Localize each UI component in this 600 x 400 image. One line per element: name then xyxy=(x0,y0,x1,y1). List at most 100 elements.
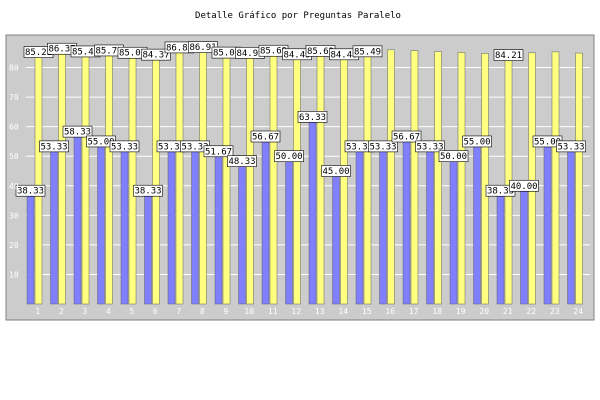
data-label: 56.67 xyxy=(252,133,279,143)
x-tick-label: 8 xyxy=(200,307,205,316)
data-labels: 38.3353.3358.3355.0053.3338.3353.3353.33… xyxy=(15,41,586,197)
bar-series-1 xyxy=(50,146,58,305)
bar-series-2 xyxy=(481,53,489,305)
data-label: 53.33 xyxy=(158,142,185,152)
data-label-box xyxy=(109,140,140,153)
y-tick-label: 60 xyxy=(9,123,19,132)
bar-series-1 xyxy=(261,136,270,305)
bar-series-1 xyxy=(449,155,458,305)
data-label: 53.33 xyxy=(369,142,396,152)
y-tick-label: 70 xyxy=(9,93,19,102)
data-label-box xyxy=(509,179,539,192)
bar-series-1 xyxy=(308,116,317,305)
bar-series-2 xyxy=(269,50,278,305)
data-label: 85.63 xyxy=(307,47,334,57)
x-tick-label: 19 xyxy=(456,307,466,316)
data-label: 55.00 xyxy=(534,137,561,147)
data-label: 85.06 xyxy=(213,49,240,59)
bar-series-2 xyxy=(128,52,137,305)
data-label: 53.33 xyxy=(557,142,584,152)
bar-series-1 xyxy=(120,146,129,305)
data-label-box xyxy=(493,49,524,61)
y-tick-label: 40 xyxy=(9,182,19,191)
data-label: 63.33 xyxy=(299,113,326,123)
data-label: 56.67 xyxy=(393,133,420,143)
data-label: 50.00 xyxy=(440,152,467,162)
bar-series-2 xyxy=(410,50,419,305)
bar-series-1 xyxy=(355,146,364,305)
x-tick-label: 16 xyxy=(385,307,395,316)
data-label: 85.45 xyxy=(72,47,99,57)
data-label: 84.49 xyxy=(283,50,310,60)
bar-series-1 xyxy=(144,190,152,305)
data-label: 85.01 xyxy=(119,49,146,59)
bar-series-1 xyxy=(73,131,82,305)
data-label-box xyxy=(141,48,171,61)
data-label-box xyxy=(556,140,586,153)
bar-series-2 xyxy=(575,52,583,305)
data-label-box xyxy=(15,184,46,197)
x-tick-label: 20 xyxy=(479,307,489,316)
bar-series-1 xyxy=(167,146,176,305)
x-tick-label: 10 xyxy=(244,307,254,316)
data-label-box xyxy=(352,45,383,58)
data-label: 50.00 xyxy=(275,152,302,162)
x-tick-label: 23 xyxy=(550,307,560,316)
data-label: 58.33 xyxy=(64,128,91,138)
data-label: 51.67 xyxy=(205,147,232,157)
data-label: 85.49 xyxy=(354,47,381,57)
bar-series-2 xyxy=(199,46,207,305)
data-label: 55.00 xyxy=(87,137,114,147)
data-label-box xyxy=(297,111,328,123)
data-label: 53.33 xyxy=(181,142,208,152)
x-tick-label: 24 xyxy=(573,307,583,316)
bar-series-1 xyxy=(520,185,528,305)
bar-series-2 xyxy=(504,54,513,305)
bar-series-1 xyxy=(473,141,481,305)
data-label-box xyxy=(250,130,281,143)
y-tick-label: 20 xyxy=(9,241,19,250)
bars xyxy=(26,46,583,305)
x-tick-label: 18 xyxy=(432,307,442,316)
data-label: 53.33 xyxy=(416,142,443,152)
bar-series-2 xyxy=(434,51,442,305)
data-label-box xyxy=(274,150,304,163)
data-label-box xyxy=(62,125,93,138)
data-label: 84.37 xyxy=(142,51,169,61)
x-tick-label: 11 xyxy=(268,307,278,316)
x-tick-label: 13 xyxy=(315,307,325,316)
bar-series-1 xyxy=(402,136,411,305)
bar-series-2 xyxy=(551,51,560,305)
data-label: 84.99 xyxy=(236,49,263,59)
bar-series-1 xyxy=(214,151,223,305)
bar-series-1 xyxy=(285,155,293,305)
bar-series-2 xyxy=(246,52,254,305)
bar-series-2 xyxy=(340,54,348,305)
data-label-box xyxy=(415,140,445,153)
bar-series-1 xyxy=(191,146,199,305)
data-label: 53.33 xyxy=(40,142,67,152)
x-tick-label: 2 xyxy=(59,307,64,316)
bar-series-2 xyxy=(81,51,90,305)
data-label: 85.79 xyxy=(95,46,122,56)
bar-series-2 xyxy=(175,47,184,305)
x-tick-label: 6 xyxy=(153,307,158,316)
data-label: 48.33 xyxy=(228,157,255,167)
bar-series-1 xyxy=(379,146,387,305)
bar-series-2 xyxy=(528,52,536,305)
y-tick-label: 80 xyxy=(9,64,19,73)
data-label: 85.21 xyxy=(25,48,52,58)
bar-series-2 xyxy=(457,52,466,305)
x-tick-label: 12 xyxy=(291,307,301,316)
bar-series-2 xyxy=(222,52,231,305)
data-label: 53.33 xyxy=(111,142,138,152)
data-label: 38.33 xyxy=(487,187,514,197)
x-tick-label: 14 xyxy=(338,307,348,316)
data-label: 53.33 xyxy=(346,142,373,152)
y-tick-label: 50 xyxy=(9,152,19,161)
bar-series-1 xyxy=(567,146,575,305)
data-label-box xyxy=(133,184,163,197)
x-tick-label: 17 xyxy=(409,307,419,316)
